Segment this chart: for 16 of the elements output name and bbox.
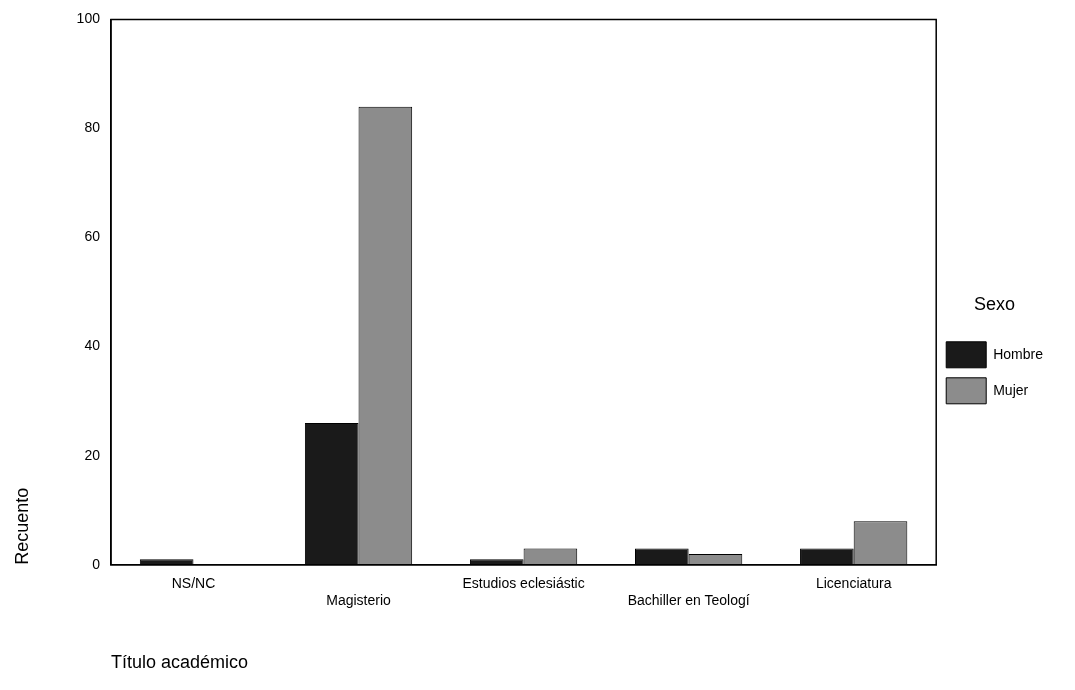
x-tick-label: Bachiller en Teologí (627, 591, 750, 608)
x-axis-title: Título académico (110, 652, 249, 673)
y-tick-label: 20 (84, 446, 101, 463)
legend-label: Hombre (993, 345, 1044, 362)
x-tick-label: Licenciatura (815, 575, 892, 592)
y-tick-label: 80 (84, 119, 101, 136)
y-tick-label: 40 (84, 337, 101, 354)
y-tick-label: 60 (84, 228, 101, 245)
legend-label: Mujer (993, 381, 1029, 398)
legend-title: Sexo (974, 294, 1016, 315)
y-tick-label: 0 (92, 555, 101, 572)
x-tick-label: NS/NC (171, 575, 216, 592)
y-tick-label: 100 (76, 10, 101, 27)
x-tick-label: Magisterio (326, 591, 392, 608)
y-axis-title: Recuento (11, 487, 32, 565)
x-tick-label: Estudios eclesiástic (462, 575, 585, 592)
